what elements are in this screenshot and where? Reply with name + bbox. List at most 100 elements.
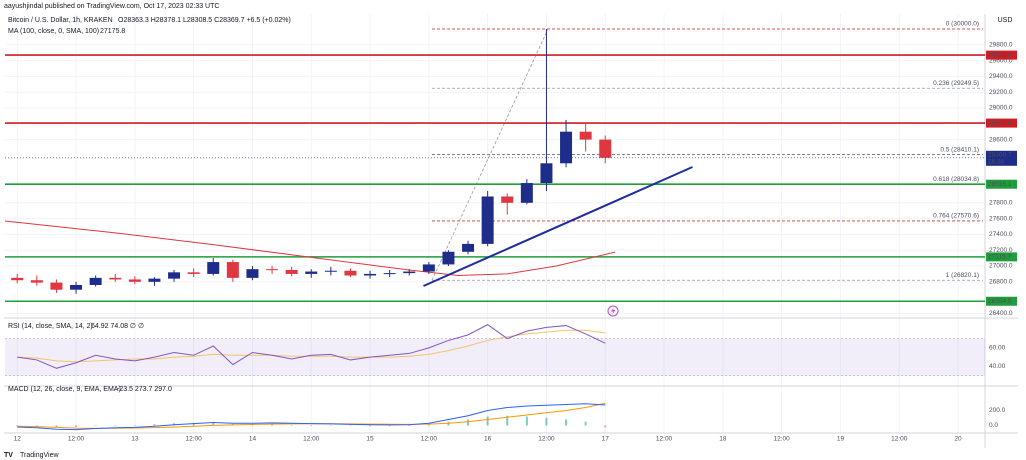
candle-body (226, 262, 239, 278)
macd-histogram-bar (408, 425, 411, 426)
y-tick-label: 27600.0 (989, 215, 1013, 222)
x-tick-label: 17 (602, 436, 610, 443)
y-tick-label: 29600.0 (989, 57, 1013, 64)
x-tick-label: 14 (249, 436, 257, 443)
x-tick-label: 18 (719, 436, 727, 443)
x-tick-label: 16 (484, 436, 492, 443)
ma-readout: 27175.8 (100, 28, 125, 35)
rsi-readout: 64.92 74.08 ∅ ∅ (91, 323, 144, 330)
y-tick-label: 26800.0 (989, 279, 1013, 286)
price-level-label: 26554.0 (988, 298, 1012, 305)
brand-logo: TV (4, 452, 13, 459)
candle-body (168, 272, 181, 279)
candle-body (462, 243, 475, 252)
trend-line (423, 166, 693, 287)
macd-histogram-bar (94, 425, 97, 426)
macd-histogram-bar (35, 425, 38, 427)
candle-body (109, 277, 122, 280)
rsi-line (17, 324, 606, 369)
x-tick-label: 15 (366, 436, 374, 443)
candle-body (481, 196, 494, 244)
y-tick-label: 27200.0 (989, 247, 1013, 254)
macd-histogram-bar (525, 416, 528, 426)
macd-histogram-bar (192, 422, 195, 426)
macd-line (17, 403, 606, 431)
macd-tick-label: 200.0 (989, 407, 1006, 414)
macd-legend: MACD (12, 26, close, 9, EMA, EMA) (8, 386, 121, 393)
x-tick-label: 12 (14, 436, 22, 443)
x-tick-label: 12:00 (421, 436, 438, 443)
candle-body (579, 131, 592, 140)
macd-readout: -23.5 273.7 297.0 (117, 386, 172, 393)
y-tick-label: 26400.0 (989, 310, 1013, 317)
fib-trend (431, 28, 549, 281)
x-tick-label: 20 (954, 436, 962, 443)
chart-title: Bitcoin / U.S. Dollar, 1h, KRAKEN (8, 17, 113, 24)
candle-body (540, 163, 553, 184)
x-tick-label: 12:00 (656, 436, 673, 443)
macd-histogram-bar (271, 424, 274, 426)
candle-body (305, 271, 318, 274)
candle-body (383, 273, 396, 275)
y-tick-label: 27800.0 (989, 200, 1013, 207)
price-level-tag (986, 252, 1017, 262)
y-tick-label: 28600.0 (989, 136, 1013, 143)
countdown: 26:36 (988, 159, 1005, 166)
price-level-label: 29669.4 (988, 52, 1012, 59)
macd-histogram-bar (290, 424, 293, 426)
macd-tick-label: 0.0 (989, 422, 998, 429)
candle-body (560, 131, 573, 164)
fib-label: 1 (26820.1) (946, 272, 979, 279)
x-tick-label: 12:00 (303, 436, 320, 443)
macd-histogram-bar (349, 425, 352, 426)
publisher: aayushjindal published on TradingView.co… (4, 3, 219, 10)
fib-label: 0 (30000.0) (946, 21, 979, 28)
macd-histogram-bar (114, 425, 117, 426)
macd-histogram-bar (565, 419, 568, 426)
candle-body (285, 269, 298, 274)
candle-body (30, 280, 43, 283)
y-tick-label: 29400.0 (989, 73, 1013, 80)
macd-histogram-bar (133, 424, 136, 426)
candle-body (246, 269, 259, 278)
fib-label: 0.764 (27570.6) (933, 213, 979, 220)
candle-body (128, 279, 141, 282)
last-price-label: 28369.7 (988, 152, 1012, 159)
brand: TradingView (20, 452, 59, 459)
candle-body (187, 272, 200, 274)
macd-histogram-bar (329, 425, 332, 426)
y-tick-label: 29200.0 (989, 89, 1013, 96)
currency: USD (998, 17, 1013, 24)
ohlc-readout: O28363.3 H28378.1 L28308.5 C28369.7 +6.5… (118, 17, 291, 24)
price-level-tag (986, 179, 1017, 189)
macd-histogram-bar (545, 418, 548, 426)
candle-body (422, 264, 435, 272)
x-tick-label: 19 (837, 436, 845, 443)
lightning-icon (607, 305, 619, 317)
macd-histogram-bar (584, 421, 587, 426)
price-level-label: 28809.0 (988, 120, 1012, 127)
candle-body (442, 251, 455, 265)
x-tick-label: 12:00 (68, 436, 85, 443)
candle-body (324, 270, 337, 272)
candle-body (520, 183, 533, 203)
price-level-tag (986, 50, 1017, 60)
last-price-tag (986, 150, 1017, 166)
ma-legend: MA (100, close, 0, SMA, 100) (8, 28, 99, 35)
price-level-label: 27115.7 (988, 254, 1011, 261)
macd-histogram-bar (153, 424, 156, 426)
macd-histogram-bar (75, 425, 78, 427)
y-tick-label: 29800.0 (989, 42, 1013, 49)
x-tick-label: 13 (131, 436, 139, 443)
candle-body (599, 139, 612, 158)
x-tick-label: 12:00 (774, 436, 791, 443)
macd-histogram-bar (486, 416, 489, 426)
x-tick-label: 12:00 (538, 436, 555, 443)
candle-body (403, 271, 416, 274)
candle-body (70, 284, 83, 290)
y-tick-label: 27000.0 (989, 263, 1013, 270)
rsi-ma-line (17, 329, 606, 363)
candle-body (501, 196, 514, 203)
y-tick-label: 27400.0 (989, 231, 1013, 238)
fib-label: 0.236 (29249.5) (933, 80, 979, 87)
